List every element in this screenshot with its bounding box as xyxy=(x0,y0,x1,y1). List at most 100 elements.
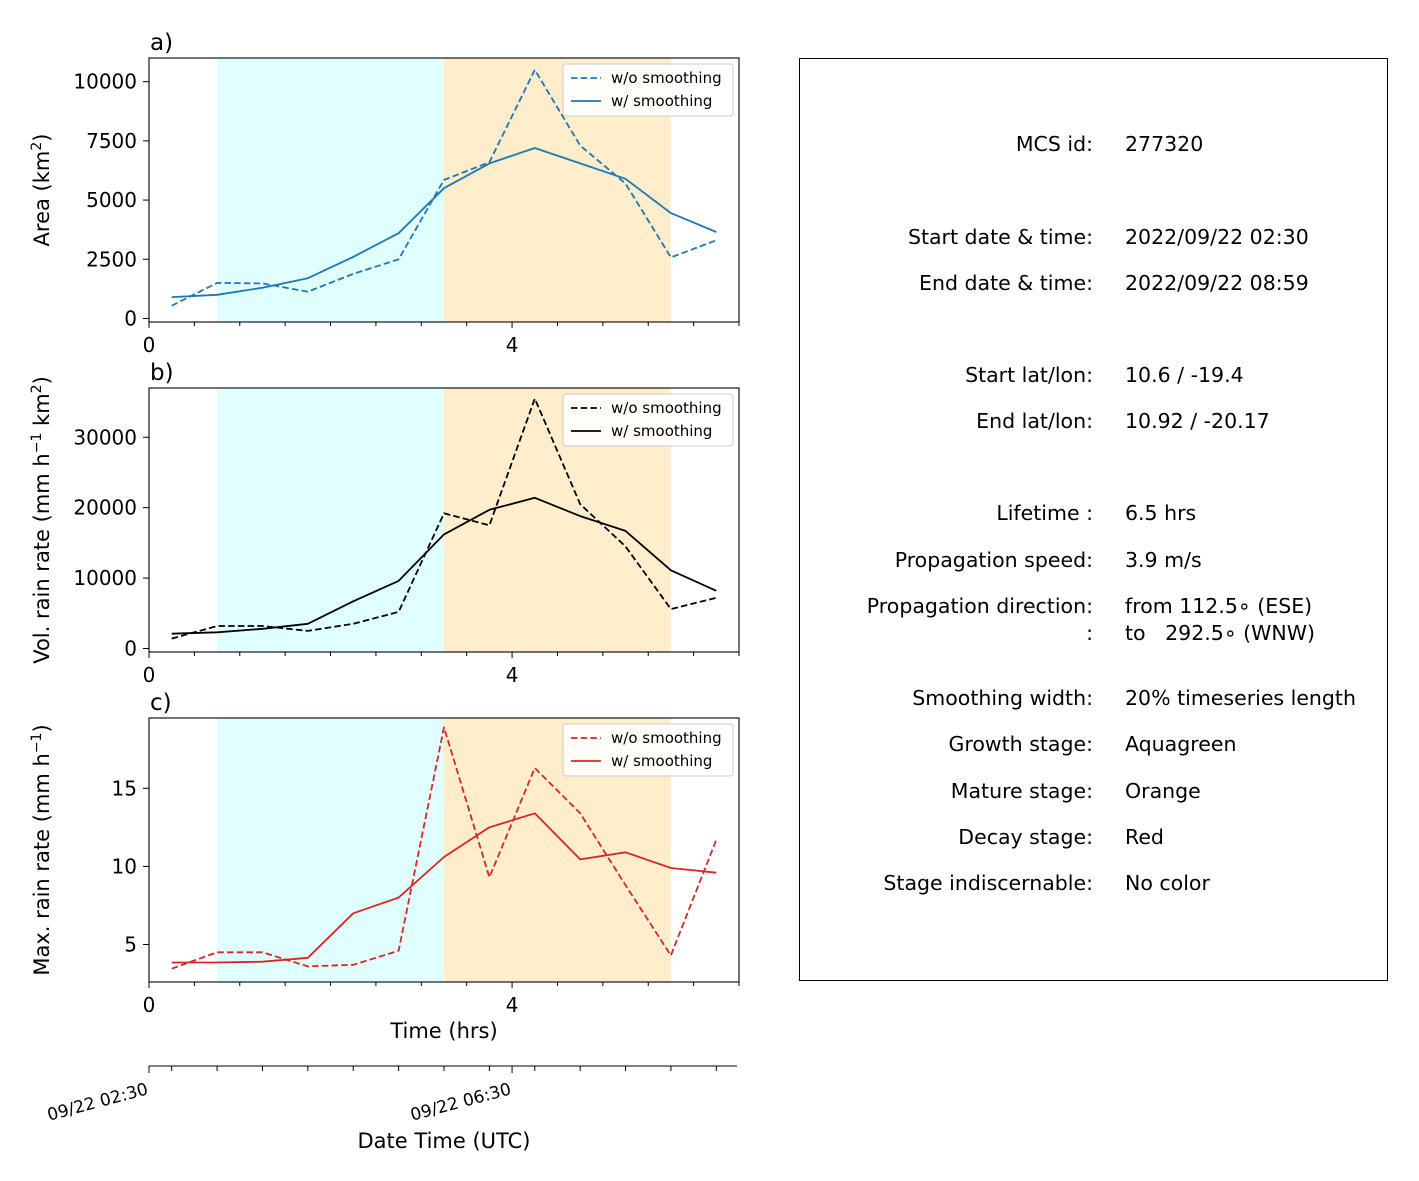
info-value: 2022/09/22 02:30 xyxy=(1125,225,1309,249)
legend: w/o smoothing w/ smoothing xyxy=(562,393,734,447)
info-value: 277320 xyxy=(1125,132,1204,156)
y-tick-label: 5000 xyxy=(86,188,137,212)
info-value: Red xyxy=(1125,825,1164,849)
y-axis-label-part: Area (km xyxy=(30,151,54,247)
info-key: Start lat/lon: xyxy=(965,363,1093,387)
y-axis-label-part: Max. rain rate (mm h xyxy=(30,753,54,976)
y-tick-label: 10000 xyxy=(73,566,137,590)
growth-stage-span xyxy=(217,58,444,322)
y-tick-label: 5 xyxy=(124,933,137,957)
info-value: 2022/09/22 08:59 xyxy=(1125,271,1309,295)
x-tick-label: 0 xyxy=(143,333,156,357)
info-key: Decay stage: xyxy=(958,825,1093,849)
info-row-end-datetime: End date & time: 2022/09/22 08:59 xyxy=(800,270,1389,296)
x-axis-label: Time (hrs) xyxy=(389,1019,497,1043)
legend: w/o smoothing w/ smoothing xyxy=(562,63,734,117)
y-axis-label-part: −1 xyxy=(29,733,45,754)
y-axis-label: Max. rain rate (mm h−1) xyxy=(29,724,54,975)
info-row-mature-stage: Mature stage: Orange xyxy=(800,778,1389,804)
info-key: Lifetime : xyxy=(996,501,1093,525)
info-row-propagation-direction-to: : to 292.5∘ (WNW) xyxy=(800,620,1389,646)
info-value: 10.92 / -20.17 xyxy=(1125,409,1270,433)
legend-label: w/o smoothing xyxy=(611,69,722,87)
smoothed-series-line xyxy=(171,147,717,298)
info-key: End date & time: xyxy=(919,271,1093,295)
smoothed-series-line xyxy=(171,496,717,635)
info-value: to 292.5∘ (WNW) xyxy=(1125,621,1316,645)
y-tick-label: 2500 xyxy=(86,247,137,271)
x-tick-label: 4 xyxy=(506,663,519,687)
chart-panel-3: 5 10 15 0 4 c) Max. rain rate (mm h−1) w/o smoo… xyxy=(29,690,740,1043)
info-row-stage-indiscernable: Stage indiscernable: No color xyxy=(800,870,1389,896)
y-axis-label-part: ) xyxy=(30,724,54,732)
y-axis-label-part: −1 xyxy=(29,433,45,454)
y-axis-label-part: 2 xyxy=(29,384,45,393)
smoothed-series-line xyxy=(171,812,717,964)
mcs-info-panel: MCS id: 277320 Start date & time: 2022/0… xyxy=(799,58,1388,981)
x-tick-label: 0 xyxy=(143,993,156,1017)
legend-label: w/o smoothing xyxy=(611,729,722,747)
info-row-growth-stage: Growth stage: Aquagreen xyxy=(800,731,1389,757)
info-value: 10.6 / -19.4 xyxy=(1125,363,1244,387)
raw-series-line xyxy=(171,726,718,970)
info-value: 20% timeseries length xyxy=(1125,686,1356,710)
chart-panel-1: 0 2500 5000 7500 10000 0 4 a) Area (km2) w/o smoo… xyxy=(29,30,740,357)
info-key: Stage indiscernable: xyxy=(883,871,1093,895)
panel-tag: a) xyxy=(150,30,173,56)
legend-label: w/o smoothing xyxy=(611,399,722,417)
growth-stage-span xyxy=(217,718,444,982)
y-tick-label: 10000 xyxy=(73,70,137,94)
legend-label: w/ smoothing xyxy=(611,752,712,770)
info-value: from 112.5∘ (ESE) xyxy=(1125,594,1313,618)
info-row-lifetime: Lifetime : 6.5 hrs xyxy=(800,500,1389,526)
y-tick-label: 0 xyxy=(124,636,137,660)
y-axis-label-part: ) xyxy=(30,134,54,142)
info-row-propagation-direction: Propagation direction: from 112.5∘ (ESE) xyxy=(800,593,1389,619)
info-row-decay-stage: Decay stage: Red xyxy=(800,824,1389,850)
panel-tag: c) xyxy=(150,690,172,716)
legend-label: w/ smoothing xyxy=(611,92,712,110)
info-value: 3.9 m/s xyxy=(1125,548,1202,572)
y-axis-label-part: ) xyxy=(30,376,54,384)
info-value: Aquagreen xyxy=(1125,732,1237,756)
info-key: Smoothing width: xyxy=(912,686,1093,710)
y-axis-label-part: km xyxy=(30,393,54,432)
legend: w/o smoothing w/ smoothing xyxy=(562,723,734,777)
legend-box xyxy=(562,723,734,777)
legend-label: w/ smoothing xyxy=(611,422,712,440)
info-row-end-latlon: End lat/lon: 10.92 / -20.17 xyxy=(800,408,1389,434)
y-tick-label: 7500 xyxy=(86,129,137,153)
raw-series-line xyxy=(171,68,717,307)
datetime-axis: 09/22 02:30 09/22 06:30 Date Time (UTC) xyxy=(45,1065,737,1153)
info-key: Growth stage: xyxy=(948,732,1093,756)
info-key: Propagation speed: xyxy=(894,548,1093,572)
info-key: Propagation direction: xyxy=(866,594,1093,618)
y-axis-label: Area (km2) xyxy=(29,134,54,247)
info-key: : xyxy=(1086,621,1093,645)
raw-series-line xyxy=(171,397,717,640)
panel-tag: b) xyxy=(150,360,174,386)
y-axis-label-part: 2 xyxy=(29,142,45,151)
info-value: Orange xyxy=(1125,779,1201,803)
info-key: End lat/lon: xyxy=(976,409,1093,433)
y-tick-label: 0 xyxy=(124,306,137,330)
y-tick-label: 30000 xyxy=(73,425,137,449)
info-key: Start date & time: xyxy=(907,225,1093,249)
info-value: No color xyxy=(1125,871,1210,895)
info-row-start-datetime: Start date & time: 2022/09/22 02:30 xyxy=(800,224,1389,250)
plot-frame xyxy=(148,57,740,323)
info-key: Mature stage: xyxy=(950,779,1093,803)
info-row-propagation-speed: Propagation speed: 3.9 m/s xyxy=(800,547,1389,573)
chart-panel-2: 0 10000 20000 30000 0 4 b) Vol. rain rate (mm h… xyxy=(29,360,740,687)
info-row-mcs-id: MCS id: 277320 xyxy=(800,131,1389,157)
datetime-tick-label: 09/22 02:30 xyxy=(45,1080,150,1126)
plot-frame xyxy=(148,387,740,653)
legend-box xyxy=(562,63,734,117)
y-tick-label: 15 xyxy=(112,776,137,800)
x-tick-label: 4 xyxy=(506,333,519,357)
legend-box xyxy=(562,393,734,447)
datetime-tick-label: 09/22 06:30 xyxy=(408,1080,513,1126)
growth-stage-span xyxy=(217,388,444,652)
info-key: MCS id: xyxy=(1015,132,1093,156)
